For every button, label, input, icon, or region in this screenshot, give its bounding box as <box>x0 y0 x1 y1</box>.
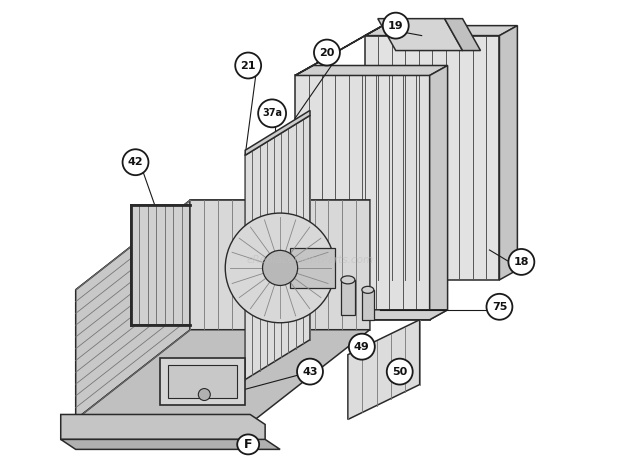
Circle shape <box>123 149 148 175</box>
Polygon shape <box>76 200 370 290</box>
Text: eReplacementParts.com: eReplacementParts.com <box>246 255 374 265</box>
Ellipse shape <box>237 434 259 455</box>
Ellipse shape <box>362 286 374 293</box>
Polygon shape <box>290 248 335 288</box>
Polygon shape <box>161 358 245 404</box>
Polygon shape <box>131 205 190 325</box>
Polygon shape <box>500 26 518 280</box>
Polygon shape <box>245 115 310 380</box>
Polygon shape <box>445 18 480 51</box>
Circle shape <box>235 53 261 79</box>
Polygon shape <box>245 110 310 155</box>
Circle shape <box>508 249 534 275</box>
Circle shape <box>262 250 298 285</box>
Polygon shape <box>362 290 374 320</box>
Circle shape <box>349 334 375 360</box>
Text: 50: 50 <box>392 366 407 377</box>
Text: 37a: 37a <box>262 109 282 118</box>
Polygon shape <box>348 320 420 419</box>
Circle shape <box>225 213 335 323</box>
Polygon shape <box>76 200 190 419</box>
Polygon shape <box>66 419 255 429</box>
Text: F: F <box>244 438 252 451</box>
Text: 75: 75 <box>492 302 507 312</box>
Polygon shape <box>295 75 430 320</box>
Polygon shape <box>61 414 265 449</box>
Polygon shape <box>365 36 500 280</box>
Ellipse shape <box>341 276 355 284</box>
Polygon shape <box>76 330 370 419</box>
Polygon shape <box>341 280 355 315</box>
Text: 19: 19 <box>388 21 404 31</box>
Polygon shape <box>365 26 518 36</box>
Circle shape <box>487 294 512 320</box>
Text: 18: 18 <box>513 257 529 267</box>
Polygon shape <box>430 65 448 320</box>
Circle shape <box>258 100 286 128</box>
Polygon shape <box>295 26 383 75</box>
Text: 49: 49 <box>354 342 370 352</box>
Circle shape <box>383 13 409 38</box>
Polygon shape <box>169 365 237 398</box>
Text: 42: 42 <box>128 157 143 167</box>
Circle shape <box>387 359 413 384</box>
Circle shape <box>198 389 210 401</box>
Polygon shape <box>190 200 370 330</box>
Circle shape <box>297 359 323 384</box>
Polygon shape <box>295 310 448 320</box>
Polygon shape <box>378 18 463 51</box>
Text: 20: 20 <box>319 47 335 57</box>
Polygon shape <box>295 65 448 75</box>
Polygon shape <box>61 439 280 449</box>
Text: 43: 43 <box>303 366 317 377</box>
Text: 21: 21 <box>241 61 256 71</box>
Circle shape <box>314 40 340 65</box>
